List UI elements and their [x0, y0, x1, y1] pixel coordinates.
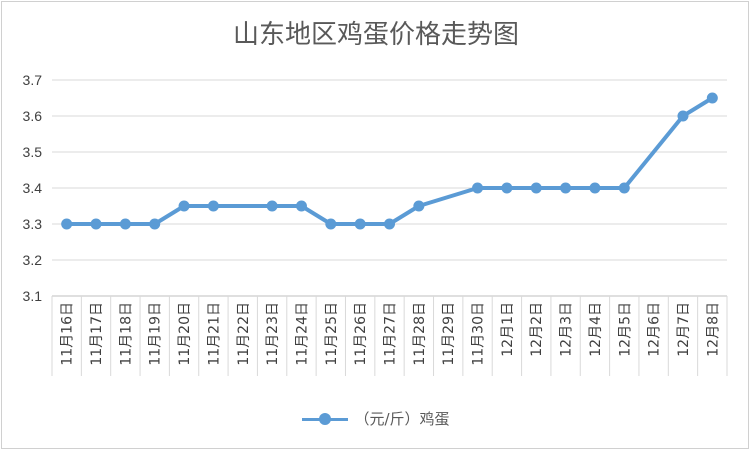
data-point [589, 182, 601, 194]
x-tick-label: 12月2日 [529, 302, 545, 357]
x-tick-label: 11月29日 [441, 302, 457, 366]
data-point [61, 218, 73, 230]
x-tick-label: 11月24日 [294, 302, 310, 366]
x-tick-label: 11月18日 [118, 302, 134, 366]
x-tick-label: 11月21日 [206, 302, 222, 366]
chart-title: 山东地区鸡蛋价格走势图 [232, 20, 519, 50]
x-tick-label: 11月25日 [324, 302, 340, 366]
x-tick-label: 11月28日 [412, 302, 428, 366]
x-tick-label: 11月22日 [236, 302, 252, 366]
data-point [501, 182, 513, 194]
x-tick-label: 12月8日 [705, 302, 721, 357]
data-point [149, 218, 161, 230]
x-tick-label: 12月6日 [647, 302, 663, 357]
x-tick-label: 12月5日 [617, 302, 633, 357]
y-tick-label: 3.7 [23, 72, 43, 88]
y-tick-label: 3.6 [23, 108, 43, 124]
x-tick-label: 11月30日 [471, 302, 487, 366]
data-point [472, 182, 484, 194]
data-point [413, 200, 425, 212]
data-point [560, 182, 572, 194]
x-tick-label: 11月26日 [353, 302, 369, 366]
data-point [266, 200, 278, 212]
legend: （元/斤）鸡蛋 [0, 408, 752, 429]
data-point [207, 200, 219, 212]
data-point [354, 218, 366, 230]
data-point [384, 218, 395, 230]
y-tick-label: 3.3 [23, 216, 43, 232]
x-tick-label: 12月7日 [676, 302, 692, 357]
data-point [618, 182, 630, 194]
y-tick-label: 3.1 [23, 288, 43, 304]
data-point [119, 218, 131, 230]
y-tick-label: 3.5 [23, 144, 43, 160]
x-tick-label: 11月20日 [177, 302, 193, 366]
series-line [64, 96, 715, 226]
y-tick-label: 3.4 [23, 180, 43, 196]
y-tick-label: 3.2 [23, 252, 43, 268]
x-tick-label: 11月23日 [265, 302, 281, 366]
data-point [677, 110, 689, 122]
legend-label: （元/斤）鸡蛋 [354, 410, 450, 428]
data-point [295, 200, 307, 212]
x-tick-label: 12月4日 [588, 302, 604, 357]
data-point [706, 92, 718, 104]
data-point [325, 218, 337, 230]
data-point [178, 200, 190, 212]
x-tick-label: 11月19日 [148, 302, 164, 366]
x-tick-label: 12月3日 [559, 302, 575, 357]
x-tick-label: 11月27日 [383, 302, 399, 366]
x-tick-label: 11月17日 [89, 302, 105, 366]
data-point [530, 182, 542, 194]
legend-swatch [302, 412, 349, 426]
x-tick-label: 11月16日 [60, 302, 76, 366]
x-tick-label: 12月1日 [500, 302, 516, 357]
data-point [90, 218, 102, 230]
